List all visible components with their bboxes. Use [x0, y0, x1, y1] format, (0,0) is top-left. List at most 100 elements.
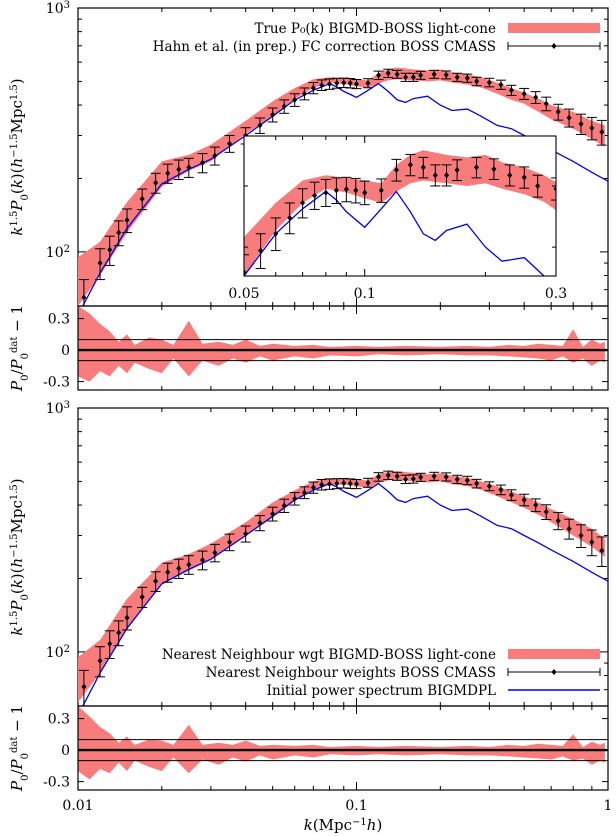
inset-data-point: [376, 178, 387, 203]
bottom-data-point: [240, 525, 251, 543]
ratio-bottom-x-tick-label: 1: [604, 798, 613, 814]
top-data-point: [484, 77, 495, 88]
ratio-bottom-y-axis-label: P0/P0dat − 1: [8, 705, 31, 792]
bottom-data-point: [564, 518, 575, 540]
inset-x-tick-label: 0.1: [354, 286, 376, 302]
top-data-point: [299, 87, 310, 101]
panel-power-spectrum-top: 102 103 k1.5P0(k)(h−1.5Mpc1.5) True P₀(k) B…: [8, 0, 609, 307]
bottom-data-point: [541, 504, 552, 521]
bottom-data-point: [441, 472, 452, 482]
top-linear-spectrum-line: [82, 82, 608, 306]
top-data-point: [162, 163, 173, 184]
bottom-data-point: [415, 472, 426, 482]
bottom-data-point: [471, 478, 482, 489]
top-data-point: [392, 69, 403, 79]
inset-data-point: [430, 164, 441, 187]
ratio-bottom-y-tick-label: 0: [61, 743, 70, 759]
top-y-tick-label: 103: [46, 0, 70, 17]
top-data-point: [506, 84, 517, 96]
inset-data-point: [320, 178, 331, 207]
top-data-point: [173, 159, 184, 181]
bottom-data-point: [209, 543, 220, 563]
bottom-data-point: [586, 529, 597, 557]
top-data-point: [363, 78, 374, 89]
ratio-bottom-x-tick-label: 0.01: [62, 798, 93, 814]
bottom-data-point: [462, 475, 473, 486]
inset-data-point: [441, 164, 452, 187]
top-data-point: [267, 107, 278, 123]
bottom-legend-label: Nearest Neighbour wgt BIGMD-BOSS light-c…: [162, 647, 496, 663]
bottom-data-point: [383, 470, 394, 481]
inset-data-point: [551, 177, 556, 201]
top-data-point: [308, 81, 319, 95]
top-data-point: [95, 248, 106, 281]
top-data-point: [495, 79, 506, 90]
bottom-data-point: [506, 489, 517, 501]
bottom-legend-point-swatch: [507, 668, 601, 676]
inset-data-point: [519, 166, 530, 189]
top-data-point: [122, 208, 133, 234]
top-legend-point-swatch: [507, 42, 601, 50]
bottom-data-point: [452, 474, 463, 485]
bottom-legend-label: Nearest Neighbour weights BOSS CMASS: [206, 665, 496, 681]
bottom-data-point: [553, 511, 564, 531]
top-data-point: [150, 172, 161, 194]
top-data-point: [462, 73, 473, 83]
top-data-point: [113, 220, 124, 247]
top-data-point: [104, 235, 115, 266]
ratio-top-y-tick-label: -0.3: [43, 375, 70, 391]
inset-data-point: [504, 164, 515, 187]
bottom-data-point: [78, 669, 89, 706]
bottom-data-point: [392, 471, 403, 481]
ratio-top-frame: [77, 305, 609, 391]
top-data-point: [553, 103, 564, 121]
top-data-point: [596, 119, 607, 146]
inset-x-tick-label: 0.05: [228, 286, 259, 302]
top-data-point: [471, 76, 482, 87]
top-data-point: [441, 70, 452, 80]
inset-linear-spectrum-line: [244, 190, 545, 276]
top-data-point: [564, 108, 575, 128]
inset-data-point: [331, 177, 342, 205]
bottom-y-tick-label: 102: [46, 643, 70, 661]
top-data-point: [408, 72, 419, 82]
bottom-linear-spectrum-line: [82, 482, 608, 706]
bottom-data-point: [183, 555, 194, 575]
panel-ratio-top: 0.3 0 -0.3 P0/P0dat − 1: [8, 305, 609, 392]
bottom-y-tick-label: 103: [46, 400, 70, 418]
top-y-axis-label: k1.5P0(k)(h−1.5Mpc1.5): [8, 78, 31, 235]
top-data-point: [316, 79, 327, 91]
inset-data-point: [471, 156, 482, 179]
top-data-point: [209, 146, 220, 166]
top-y-tick-label: 102: [46, 243, 70, 261]
inset-data-point: [297, 188, 308, 219]
bottom-legend-band-swatch: [508, 649, 600, 659]
top-data-point: [541, 96, 552, 112]
top-data-point: [373, 70, 384, 81]
top-data-point: [224, 135, 235, 153]
top-data-point: [279, 99, 290, 114]
top-data-point: [452, 72, 463, 82]
inset-data-point: [405, 153, 416, 177]
ratio-top-y-tick-label: 0: [61, 343, 70, 359]
inset-x-tick-label: 0.3: [545, 286, 567, 302]
top-data-point: [324, 78, 335, 90]
bottom-data-point: [254, 515, 265, 532]
bottom-data-point: [345, 478, 356, 489]
bottom-data-point: [162, 562, 173, 583]
top-data-point: [586, 116, 597, 141]
top-legend-band-swatch: [508, 23, 600, 33]
top-data-point: [530, 91, 541, 104]
bottom-data-point: [530, 498, 541, 513]
bottom-data-point: [363, 477, 374, 488]
bottom-data-point: [484, 481, 495, 492]
bottom-data-point: [408, 474, 419, 484]
ratio-bottom-y-tick-label: -0.3: [43, 775, 70, 791]
bottom-data-point: [576, 524, 587, 548]
top-data-point: [576, 113, 587, 135]
bottom-data-point: [150, 571, 161, 592]
ratio-bottom-frame: [77, 705, 609, 791]
bottom-legend-label: Initial power spectrum BIGMDPL: [267, 683, 496, 699]
inset-data-point: [270, 217, 281, 252]
